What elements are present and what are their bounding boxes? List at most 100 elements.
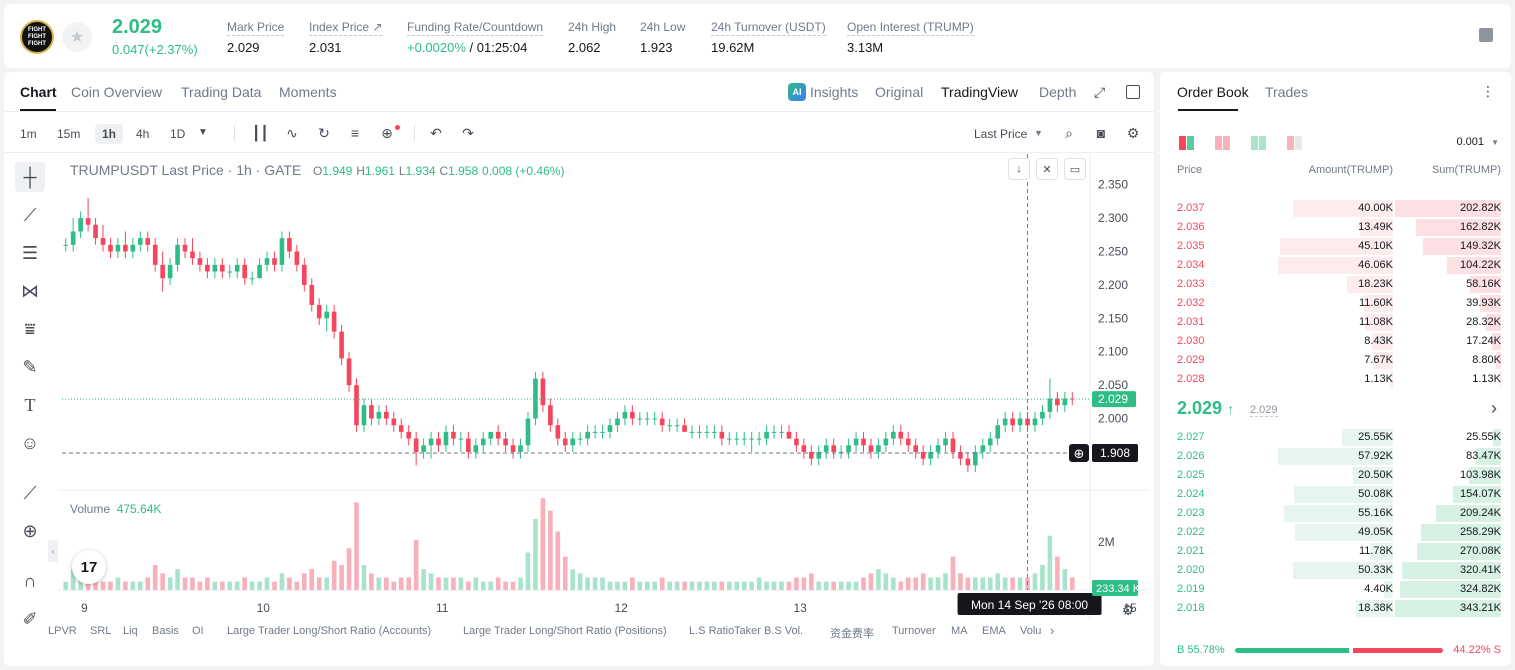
magnet-icon[interactable]: ∩ (23, 570, 37, 591)
tab-trades[interactable]: Trades (1265, 84, 1309, 100)
book-both-icon[interactable] (1179, 136, 1195, 150)
interval-dropdown-icon[interactable]: ▼ (198, 127, 208, 138)
interval-15m[interactable]: 15m (57, 127, 81, 141)
horizontal-lines-icon[interactable]: ☰ (21, 242, 39, 263)
more-options-icon[interactable]: ⋮ (1481, 83, 1495, 99)
camera-icon[interactable]: ◙ (1096, 125, 1106, 141)
indicator-item[interactable]: 资金费率 (830, 628, 874, 640)
bid-row[interactable]: 2.023 55.16K 209.24K (1160, 504, 1511, 523)
stat-label[interactable]: Index Price ↗ (309, 20, 383, 36)
indicator-item[interactable]: Large Trader Long/Short Ratio (Positions… (463, 625, 667, 637)
tab-order-book[interactable]: Order Book (1177, 84, 1249, 100)
indicator-item[interactable]: Basis (152, 625, 179, 637)
indicator-item[interactable]: SRL (90, 625, 112, 637)
ai-insights-icon[interactable]: AI (788, 83, 806, 101)
layout-icon[interactable]: ≡ (350, 125, 360, 141)
window-icon[interactable] (1126, 85, 1140, 99)
ask-row[interactable]: 2.028 1.13K 1.13K (1160, 370, 1511, 389)
indicator-item[interactable]: Turnover (892, 625, 936, 637)
pencil-lock-icon[interactable]: ✐ (22, 608, 38, 629)
stat-label[interactable]: Mark Price (227, 20, 285, 36)
tab-tradingview[interactable]: TradingView (941, 84, 1019, 100)
chevron-right-icon[interactable]: › (1491, 398, 1497, 418)
tab-depth[interactable]: Depth (1039, 84, 1077, 100)
chevron-down-icon[interactable]: ▼ (1034, 128, 1043, 138)
book-depth-icon[interactable] (1287, 136, 1303, 150)
indicators-icon[interactable]: ∿ (286, 125, 298, 141)
add-alert-icon[interactable]: ⊕ (381, 125, 393, 141)
bid-row[interactable]: 2.022 49.05K 258.29K (1160, 523, 1511, 542)
plus-circle-icon[interactable]: ⊕ (1074, 447, 1085, 462)
document-icon[interactable] (1479, 28, 1493, 42)
bid-row[interactable]: 2.018 18.38K 343.21K (1160, 599, 1511, 618)
candle-type-icon[interactable]: ┃┃ (252, 125, 269, 141)
chevron-down-icon[interactable]: ▼ (1491, 138, 1499, 147)
ask-row[interactable]: 2.032 11.60K 39.93K (1160, 294, 1511, 313)
ask-row[interactable]: 2.036 13.49K 162.82K (1160, 218, 1511, 237)
collapse-icon[interactable]: ✕ (1036, 158, 1058, 180)
gear-icon[interactable]: ⚙ (1126, 125, 1140, 141)
ruler-icon[interactable]: ⟋ (23, 482, 37, 503)
replay-icon[interactable]: ↻ (318, 125, 330, 141)
ask-row[interactable]: 2.035 45.10K 149.32K (1160, 237, 1511, 256)
tab-trading-data[interactable]: Trading Data (181, 84, 262, 100)
ask-row[interactable]: 2.034 46.06K 104.22K (1160, 256, 1511, 275)
bid-row[interactable]: 2.027 25.55K 25.55K (1160, 428, 1511, 447)
text-tool-icon[interactable]: T (24, 394, 36, 415)
bid-row[interactable]: 2.026 57.92K 83.47K (1160, 447, 1511, 466)
ask-row[interactable]: 2.033 18.23K 58.16K (1160, 275, 1511, 294)
tab-coin-overview[interactable]: Coin Overview (71, 84, 163, 100)
indicator-item[interactable]: L.S Ratio (689, 625, 735, 637)
pattern-icon[interactable]: ⋈ (21, 280, 39, 301)
tab-original[interactable]: Original (875, 84, 924, 100)
interval-1m[interactable]: 1m (20, 127, 37, 141)
indicator-item[interactable]: LPVR (48, 625, 77, 637)
bid-row[interactable]: 2.025 20.50K 103.98K (1160, 466, 1511, 485)
redo-icon[interactable]: ↷ (462, 125, 474, 141)
expand-icon[interactable]: ⤢ (1094, 84, 1106, 100)
indicator-item[interactable]: MA (951, 625, 968, 637)
crosshair-icon[interactable]: ┼ (15, 162, 45, 192)
arrow-down-icon[interactable]: ↓ (1008, 158, 1030, 180)
interval-4h[interactable]: 4h (136, 127, 150, 141)
book-asks-icon[interactable] (1215, 136, 1231, 150)
zoom-in-icon[interactable]: ⊕ (22, 520, 38, 541)
ask-row[interactable]: 2.030 8.43K 17.24K (1160, 332, 1511, 351)
trend-line-icon[interactable]: ⟋ (23, 204, 37, 225)
add-alert-button-bg[interactable] (1069, 444, 1089, 462)
indicator-item[interactable]: Liq (123, 625, 138, 637)
price-type-select[interactable]: Last Price (974, 127, 1028, 141)
bid-row[interactable]: 2.019 4.40K 324.82K (1160, 580, 1511, 599)
axis-settings-icon[interactable]: ⚙ (1122, 603, 1135, 619)
chevron-right-icon[interactable]: › (1050, 623, 1055, 638)
indicator-item[interactable]: OI (192, 625, 204, 637)
book-bids-icon[interactable] (1251, 136, 1267, 150)
interval-1d[interactable]: 1D (170, 127, 186, 141)
price-chart[interactable]: 2.350 2.300 2.250 2.200 2.150 2.100 2.050 2.000… (58, 154, 1148, 620)
bid-row[interactable]: 2.020 50.33K 320.41K (1160, 561, 1511, 580)
favorite-star-icon[interactable]: ★ (62, 22, 92, 52)
stat-label[interactable]: Open Interest (TRUMP) (847, 20, 974, 36)
emoji-icon[interactable]: ☺ (20, 432, 40, 453)
bid-row[interactable]: 2.021 11.78K 270.08K (1160, 542, 1511, 561)
tab-moments[interactable]: Moments (279, 84, 337, 100)
collapse-sidebar-icon[interactable]: ‹ (48, 540, 58, 562)
ask-row[interactable]: 2.029 7.67K 8.80K (1160, 351, 1511, 370)
indicator-item[interactable]: Large Trader Long/Short Ratio (Accounts) (227, 625, 432, 637)
undo-icon[interactable]: ↶ (430, 125, 442, 141)
tab-insights[interactable]: Insights (810, 84, 859, 100)
stat-label[interactable]: 24h Turnover (USDT) (711, 20, 826, 36)
brush-icon[interactable]: ✎ (22, 356, 38, 377)
tradingview-logo-icon[interactable]: 17 (72, 550, 106, 584)
tab-chart[interactable]: Chart (20, 84, 57, 100)
precision-select[interactable]: 0.001 (1456, 136, 1484, 148)
indicator-item[interactable]: Taker B.S Vol. (734, 625, 804, 637)
fib-icon[interactable]: ⩸ (24, 318, 36, 339)
ask-row[interactable]: 2.031 11.08K 28.32K (1160, 313, 1511, 332)
settings-toggle-icon[interactable]: ▭ (1064, 158, 1086, 180)
bid-row[interactable]: 2.024 50.08K 154.07K (1160, 485, 1511, 504)
ask-row[interactable]: 2.037 40.00K 202.82K (1160, 199, 1511, 218)
indicator-item[interactable]: EMA (982, 625, 1006, 637)
indicator-item[interactable]: Volu (1020, 625, 1042, 637)
interval-1h[interactable]: 1h (95, 124, 124, 144)
